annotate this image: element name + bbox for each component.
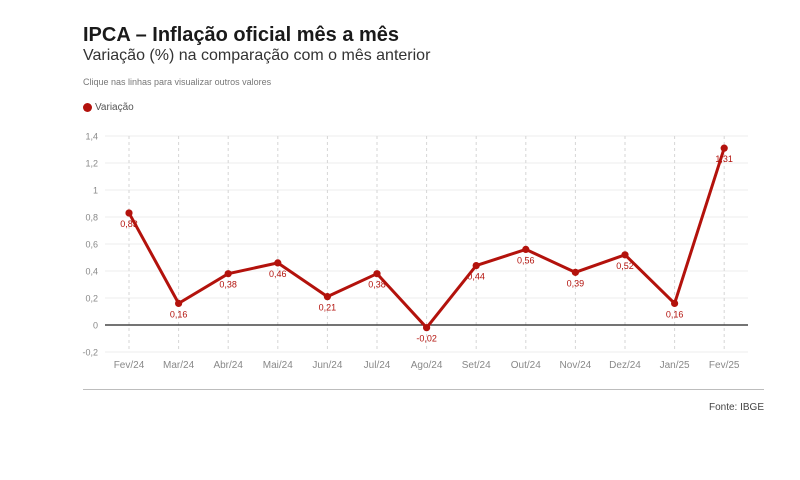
legend-label: Variação bbox=[95, 102, 134, 113]
data-label: 0,46 bbox=[269, 269, 287, 279]
data-point[interactable] bbox=[621, 251, 629, 259]
data-label: 0,16 bbox=[170, 309, 188, 319]
instruction-hint: Clique nas linhas para visualizar outros… bbox=[83, 77, 272, 87]
data-label: 0,38 bbox=[219, 280, 237, 290]
x-tick-label: Fev/24 bbox=[114, 360, 145, 371]
data-point[interactable] bbox=[720, 144, 728, 152]
data-label: 0,38 bbox=[368, 280, 386, 290]
y-tick-label: -0,2 bbox=[82, 348, 98, 358]
data-point[interactable] bbox=[671, 299, 679, 307]
data-label: 0,21 bbox=[319, 303, 337, 313]
data-point[interactable] bbox=[274, 259, 282, 267]
x-tick-label: Jan/25 bbox=[660, 360, 690, 371]
data-point[interactable] bbox=[125, 209, 133, 217]
chart-title: IPCA – Inflação oficial mês a mês bbox=[83, 24, 400, 46]
data-point[interactable] bbox=[373, 270, 381, 278]
x-tick-label: Dez/24 bbox=[609, 360, 641, 371]
data-label: 0,83 bbox=[120, 219, 138, 229]
y-tick-label: 1,4 bbox=[85, 132, 98, 142]
x-tick-label: Out/24 bbox=[511, 360, 541, 371]
x-tick-label: Abr/24 bbox=[213, 360, 243, 371]
y-tick-label: 1,2 bbox=[85, 159, 98, 169]
data-point[interactable] bbox=[423, 324, 431, 332]
data-label: 0,56 bbox=[517, 255, 535, 265]
data-point[interactable] bbox=[472, 262, 480, 270]
data-label: 1,31 bbox=[715, 154, 733, 164]
x-tick-label: Set/24 bbox=[462, 360, 491, 371]
data-label: 0,52 bbox=[616, 261, 634, 271]
data-label: 0,39 bbox=[567, 278, 585, 288]
y-tick-label: 0 bbox=[93, 321, 98, 331]
y-tick-label: 0,8 bbox=[85, 213, 98, 223]
data-label: 0,44 bbox=[467, 272, 485, 282]
y-tick-label: 0,2 bbox=[85, 294, 98, 304]
y-tick-label: 0,6 bbox=[85, 240, 98, 250]
data-point[interactable] bbox=[571, 268, 580, 276]
data-label: 0,16 bbox=[666, 309, 684, 319]
x-tick-label: Fev/25 bbox=[709, 360, 740, 371]
data-label: -0,02 bbox=[416, 334, 437, 344]
y-tick-label: 0,4 bbox=[85, 267, 98, 277]
footer-divider bbox=[83, 389, 764, 390]
y-tick-label: 1 bbox=[93, 186, 98, 196]
x-tick-label: Mar/24 bbox=[163, 360, 195, 371]
x-tick-label: Ago/24 bbox=[411, 360, 443, 371]
source-note: Fonte: IBGE bbox=[708, 402, 764, 413]
legend-item-variacao[interactable]: Variação bbox=[83, 102, 134, 113]
chart-subtitle: Variação (%) na comparação com o mês ant… bbox=[83, 47, 431, 64]
x-tick-label: Nov/24 bbox=[560, 360, 592, 371]
data-point[interactable] bbox=[522, 245, 530, 253]
data-point[interactable] bbox=[323, 293, 331, 301]
x-tick-label: Mai/24 bbox=[263, 360, 293, 371]
x-tick-label: Jul/24 bbox=[364, 360, 391, 371]
data-point[interactable] bbox=[224, 270, 232, 278]
data-point[interactable] bbox=[175, 299, 183, 307]
circle-marker-icon bbox=[83, 103, 92, 112]
x-tick-label: Jun/24 bbox=[312, 360, 342, 371]
